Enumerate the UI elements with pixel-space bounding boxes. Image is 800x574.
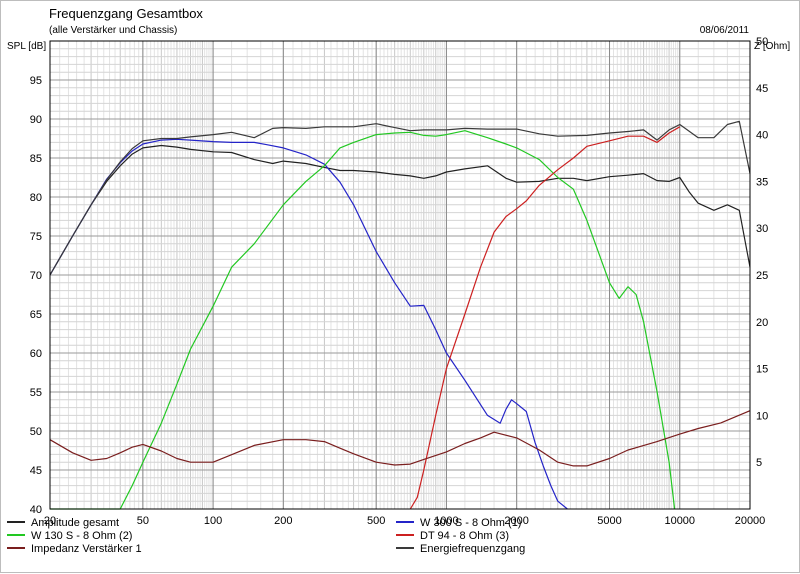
x-tick-label: 500 bbox=[367, 515, 385, 527]
y-left-tick-label: 40 bbox=[30, 504, 42, 516]
y-axis-left-label: SPL [dB] bbox=[7, 41, 46, 52]
legend-label: W 300 S - 8 Ohm (1) bbox=[420, 517, 521, 529]
y-left-tick-label: 50 bbox=[30, 426, 42, 438]
y-right-tick-label: 5 bbox=[756, 457, 762, 469]
series-line-5 bbox=[49, 120, 751, 276]
x-tick-label: 100 bbox=[204, 515, 222, 527]
legend-label: Energiefrequenzgang bbox=[420, 543, 525, 555]
plot-area-border bbox=[49, 40, 751, 510]
y-left-tick-label: 55 bbox=[30, 387, 42, 399]
legend: Amplitude gesamt W 300 S - 8 Ohm (1) W 130… bbox=[7, 517, 525, 555]
series-layer bbox=[49, 120, 751, 510]
y-left-tick-label: 75 bbox=[30, 231, 42, 243]
x-tick-label: 5000 bbox=[597, 515, 621, 527]
x-tick-label: 10000 bbox=[664, 515, 695, 527]
x-axis-ticks: 20 50 100 200 500 1000 2000 5000 10000 20000 bbox=[44, 515, 765, 527]
series-line-3 bbox=[409, 126, 681, 510]
x-tick-label: 2000 bbox=[504, 515, 528, 527]
y-right-tick-label: 10 bbox=[756, 410, 768, 422]
legend-label: DT 94 - 8 Ohm (3) bbox=[420, 530, 509, 542]
chart-title: Frequenzgang Gesamtbox bbox=[49, 6, 203, 21]
y-right-tick-label: 20 bbox=[756, 317, 768, 329]
chart-subtitle: (alle Verstärker und Chassis) bbox=[49, 25, 177, 36]
y-axis-left-ticks: 40 45 50 55 60 65 70 75 80 85 90 95 bbox=[30, 75, 42, 516]
legend-label: W 130 S - 8 Ohm (2) bbox=[31, 530, 132, 542]
y-right-tick-label: 15 bbox=[756, 364, 768, 376]
x-tick-label: 20000 bbox=[735, 515, 766, 527]
y-left-tick-label: 60 bbox=[30, 348, 42, 360]
y-left-tick-label: 80 bbox=[30, 192, 42, 204]
series-line-2 bbox=[50, 130, 676, 510]
y-left-tick-label: 85 bbox=[30, 153, 42, 165]
series-line-1 bbox=[49, 138, 568, 510]
y-right-tick-label: 45 bbox=[756, 83, 768, 95]
legend-label: Impedanz Verstärker 1 bbox=[31, 543, 142, 555]
y-axis-right-ticks: 5 10 15 20 25 30 35 40 45 50 bbox=[756, 36, 768, 469]
chart-date: 08/06/2011 bbox=[700, 25, 750, 36]
x-tick-label: 20 bbox=[44, 515, 56, 527]
legend-label: Amplitude gesamt bbox=[31, 517, 119, 529]
y-right-tick-label: 50 bbox=[756, 36, 768, 48]
y-left-tick-label: 70 bbox=[30, 270, 42, 282]
y-right-tick-label: 35 bbox=[756, 176, 768, 188]
x-tick-label: 200 bbox=[274, 515, 292, 527]
series-line-4 bbox=[49, 410, 751, 467]
y-left-tick-label: 95 bbox=[30, 75, 42, 87]
series-line-0 bbox=[49, 144, 751, 276]
y-left-tick-label: 65 bbox=[30, 309, 42, 321]
x-tick-label: 1000 bbox=[434, 515, 458, 527]
y-right-tick-label: 30 bbox=[756, 223, 768, 235]
y-left-tick-label: 45 bbox=[30, 465, 42, 477]
y-left-tick-label: 90 bbox=[30, 114, 42, 126]
y-right-tick-label: 40 bbox=[756, 130, 768, 142]
y-axis-right-label: Z [Ohm] bbox=[754, 41, 790, 52]
y-right-tick-label: 25 bbox=[756, 270, 768, 282]
x-tick-label: 50 bbox=[137, 515, 149, 527]
